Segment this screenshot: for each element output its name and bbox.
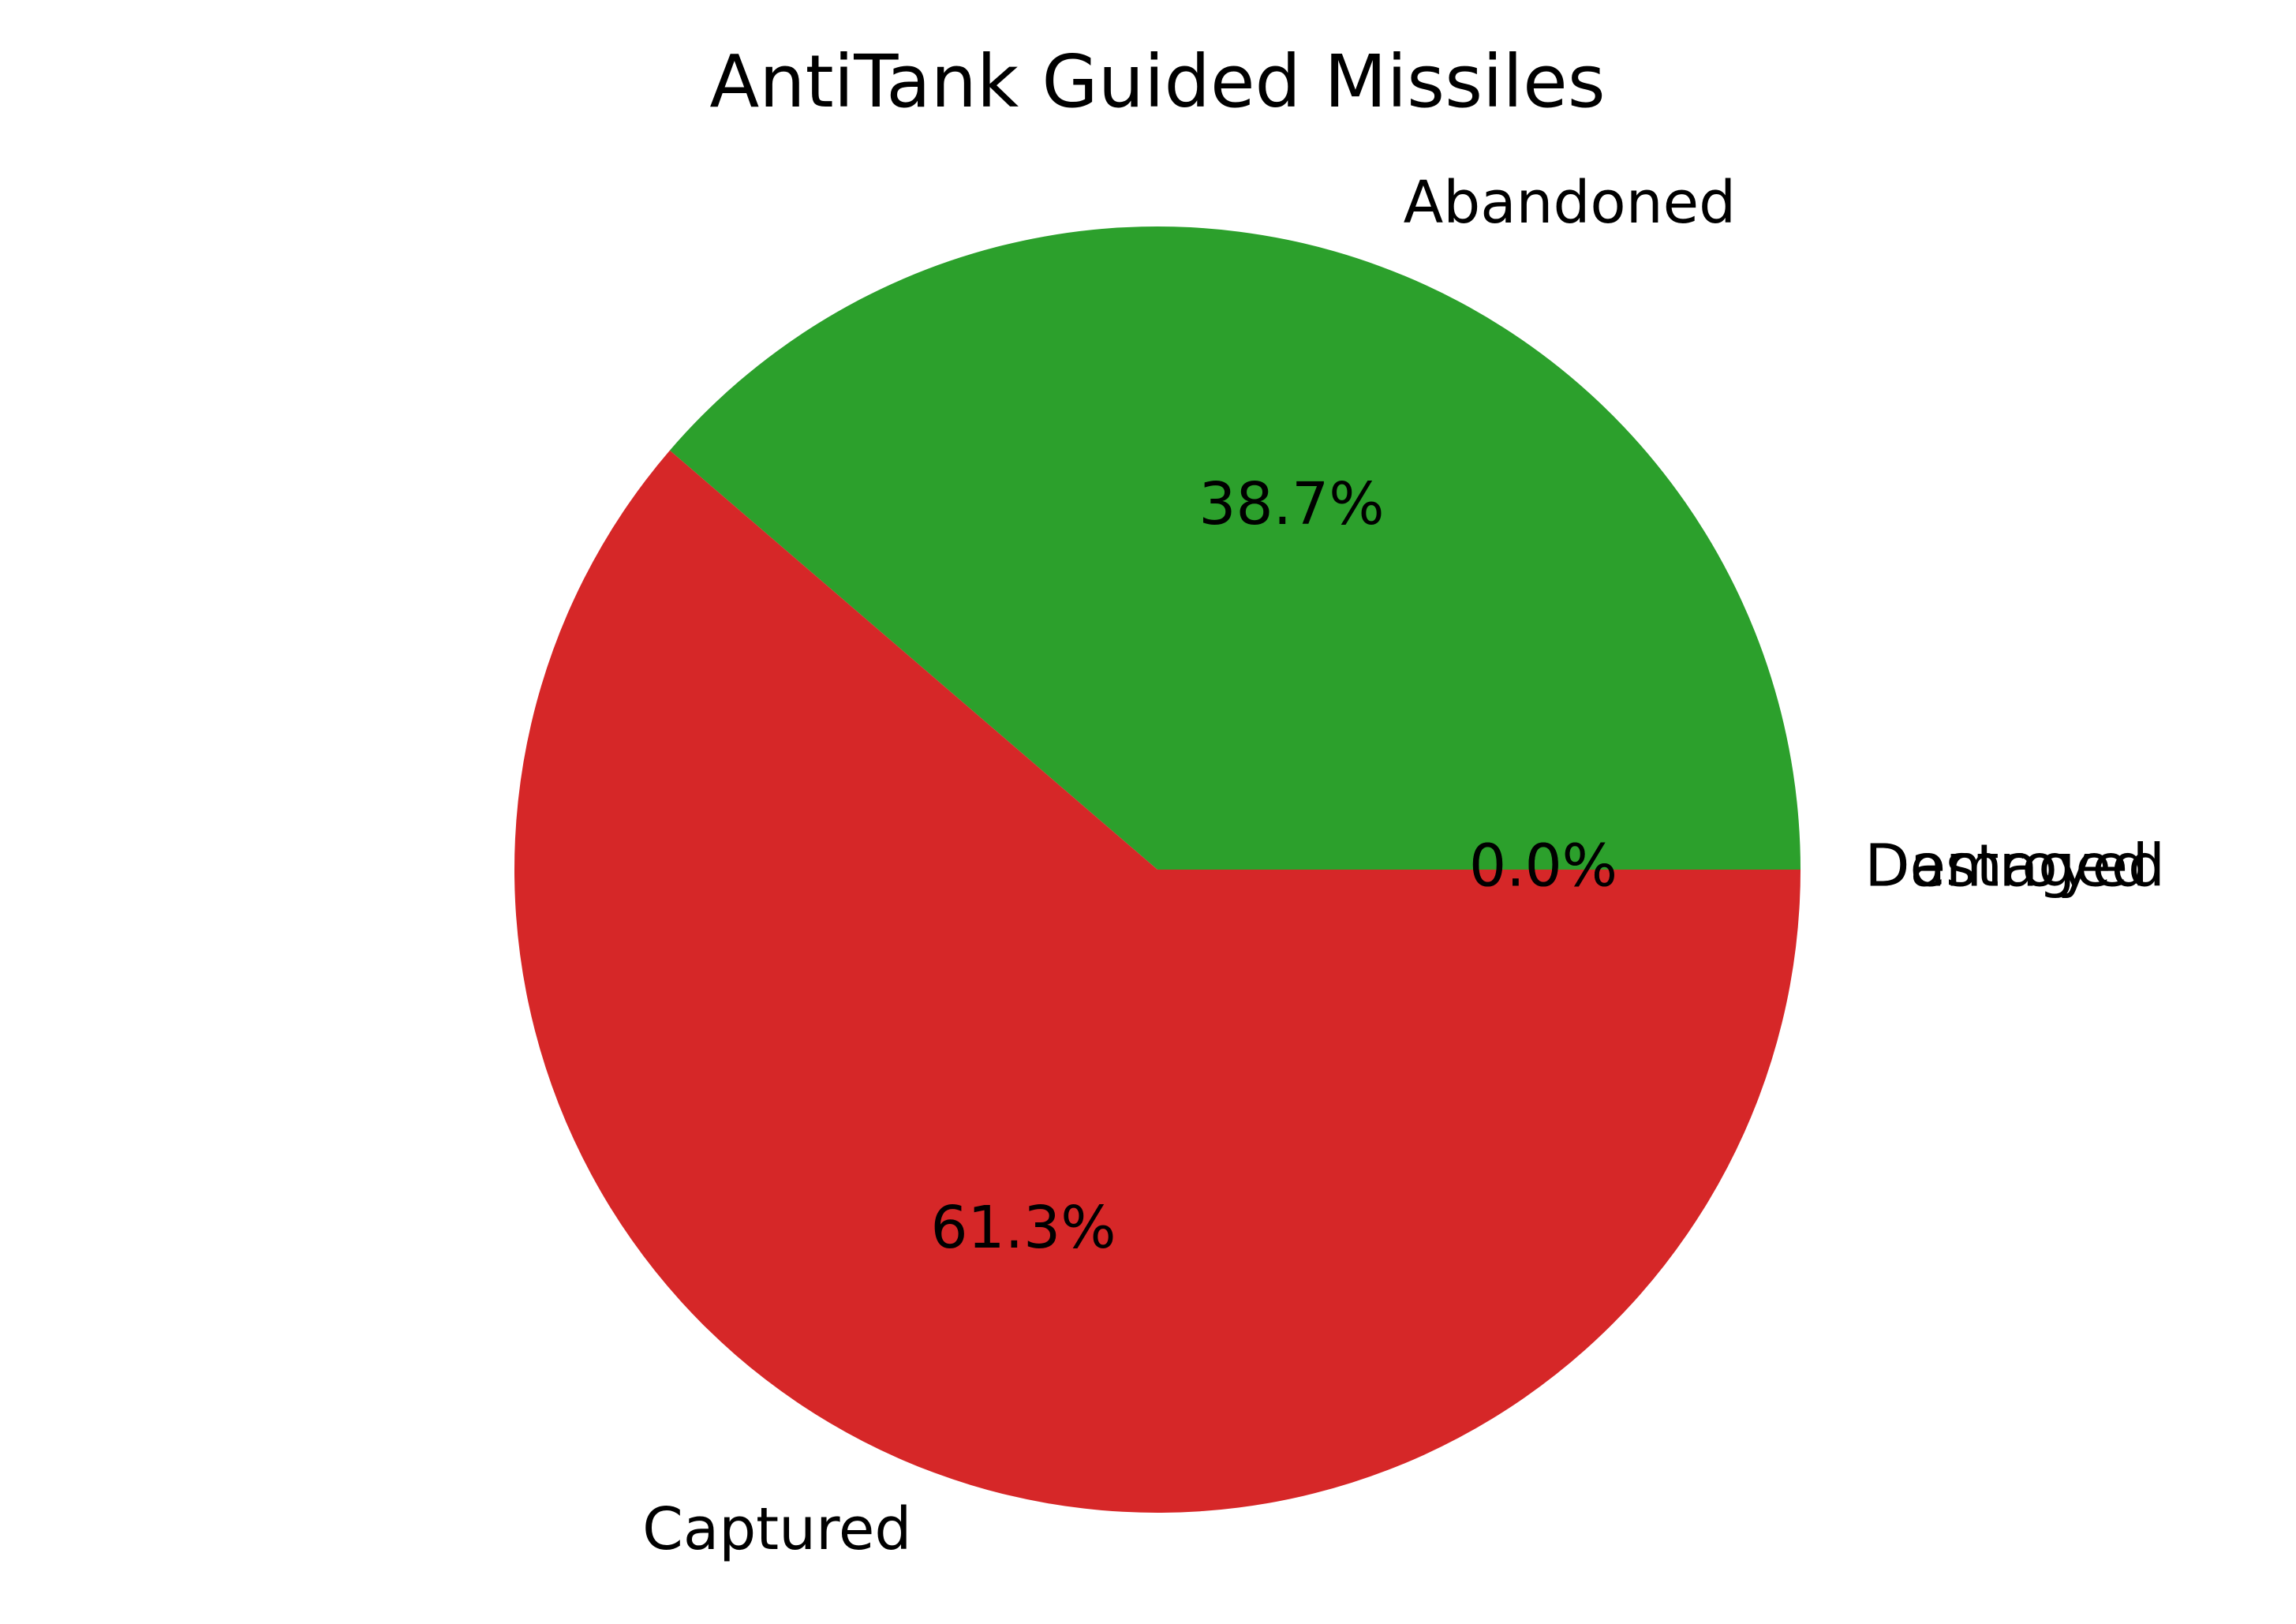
slice-label-destroyed: Destroyed bbox=[1865, 833, 2165, 900]
pie-slice-captured bbox=[514, 450, 1801, 1514]
slice-percent-destroyed: 0.0% bbox=[1469, 833, 1617, 900]
chart-title: AntiTank Guided Missiles bbox=[709, 39, 1605, 124]
slice-label-captured: Captured bbox=[642, 1495, 911, 1563]
pie-slices bbox=[514, 226, 1801, 1514]
slice-percent-abandoned: 38.7% bbox=[1198, 470, 1384, 538]
pie-slice-abandoned bbox=[669, 226, 1801, 870]
slice-label-damaged: Damaged bbox=[1865, 833, 2148, 900]
slice-label-abandoned: Abandoned bbox=[1404, 169, 1737, 237]
slice-percent-captured: 61.3% bbox=[930, 1194, 1116, 1262]
slice-percent-damaged: 0.0% bbox=[1469, 833, 1617, 900]
